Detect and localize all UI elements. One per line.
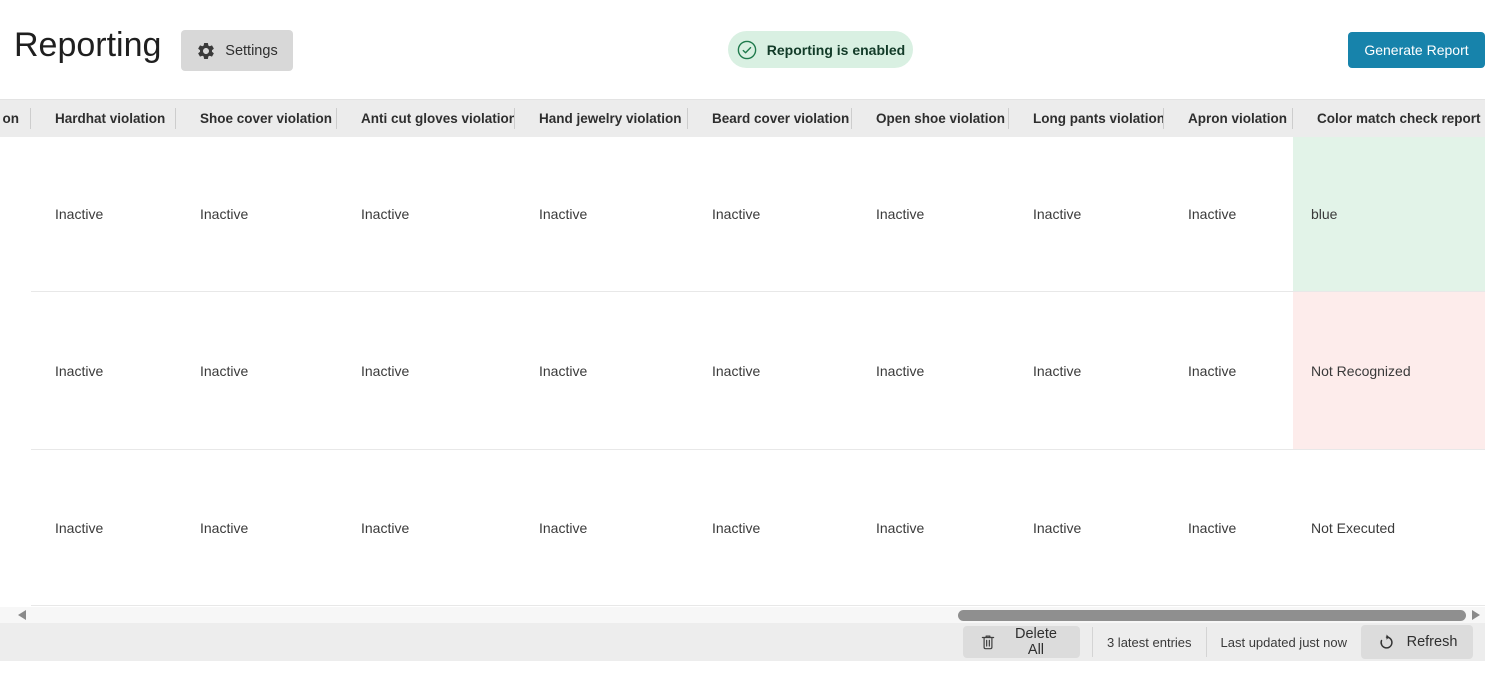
report-cell: blue (1293, 137, 1485, 292)
clipped-cell (0, 137, 31, 292)
status-cell: Inactive (852, 292, 1009, 450)
status-cell: Inactive (852, 137, 1009, 292)
page-title: Reporting (14, 26, 162, 64)
generate-report-button[interactable]: Generate Report (1348, 32, 1485, 68)
status-cell: Inactive (176, 292, 337, 450)
status-cell: Inactive (176, 450, 337, 606)
column-header: Shoe cover violation (176, 100, 337, 137)
status-cell: Inactive (688, 292, 852, 450)
status-cell: Inactive (1009, 292, 1164, 450)
table-footer-bar: Delete All 3 latest entries Last updated… (0, 623, 1485, 661)
status-badge-label: Reporting is enabled (766, 41, 906, 58)
delete-all-button-label: Delete All (1015, 626, 1057, 658)
entries-count: 3 latest entries (1106, 634, 1192, 650)
trash-icon (979, 633, 997, 651)
status-cell: Inactive (176, 137, 337, 292)
status-cell: Inactive (515, 450, 688, 606)
table-header-row: on Hardhat violation Shoe cover violation A… (0, 99, 1485, 137)
clipped-cell (0, 292, 31, 450)
report-cell: Not Executed (1293, 450, 1485, 606)
column-header: on (0, 100, 31, 137)
refresh-icon (1377, 633, 1396, 652)
status-cell: Inactive (1164, 137, 1293, 292)
status-cell: Inactive (31, 137, 176, 292)
table-body: Inactive Inactive Inactive Inactive Inactive… (0, 137, 1485, 606)
settings-button-label: Settings (225, 42, 278, 59)
status-cell: Inactive (688, 450, 852, 606)
status-cell: Inactive (1164, 450, 1293, 606)
status-cell: Inactive (852, 450, 1009, 606)
status-cell: Inactive (1009, 137, 1164, 292)
status-cell: Inactive (337, 137, 515, 292)
column-header: Long pants violation (1009, 100, 1164, 137)
status-cell: Inactive (337, 450, 515, 606)
refresh-button-label: Refresh (1406, 634, 1458, 650)
column-header: Hardhat violation (31, 100, 176, 137)
report-cell: Not Recognized (1293, 292, 1485, 450)
status-cell: Inactive (337, 292, 515, 450)
horizontal-scrollbar[interactable] (0, 607, 1485, 623)
column-header: Beard cover violation (688, 100, 852, 137)
footer-divider (1091, 627, 1093, 657)
status-cell: Inactive (31, 450, 176, 606)
status-cell: Inactive (31, 292, 176, 450)
column-header: Open shoe violation (852, 100, 1009, 137)
table-row: Inactive Inactive Inactive Inactive Inactive… (0, 292, 1485, 450)
status-cell: Inactive (1009, 450, 1164, 606)
delete-all-button[interactable]: Delete All (962, 626, 1080, 658)
check-circle-icon (736, 39, 758, 61)
column-header: Color match check report (1317, 111, 1481, 126)
scroll-right-arrow-icon[interactable] (1472, 610, 1480, 620)
status-cell: Inactive (688, 137, 852, 292)
violations-table: on Hardhat violation Shoe cover violation A… (0, 99, 1485, 606)
status-cell: Inactive (1164, 292, 1293, 450)
clipped-cell (0, 450, 31, 606)
column-header: Anti cut gloves violation (337, 100, 515, 137)
scrollbar-thumb[interactable] (958, 609, 1466, 621)
table-row: Inactive Inactive Inactive Inactive Inactive… (0, 137, 1485, 292)
table-row: Inactive Inactive Inactive Inactive Inactive… (0, 450, 1485, 606)
status-badge: Reporting is enabled (728, 31, 913, 68)
scroll-left-arrow-icon[interactable] (18, 610, 26, 620)
column-header: Apron violation (1164, 100, 1293, 137)
status-cell: Inactive (515, 292, 688, 450)
last-updated-text: Last updated just now (1220, 634, 1347, 650)
settings-button[interactable]: Settings (181, 30, 293, 71)
gear-icon (196, 41, 216, 61)
refresh-button[interactable]: Refresh (1361, 625, 1473, 659)
footer-divider (1205, 627, 1207, 657)
status-cell: Inactive (515, 137, 688, 292)
column-header: Hand jewelry violation (515, 100, 688, 137)
